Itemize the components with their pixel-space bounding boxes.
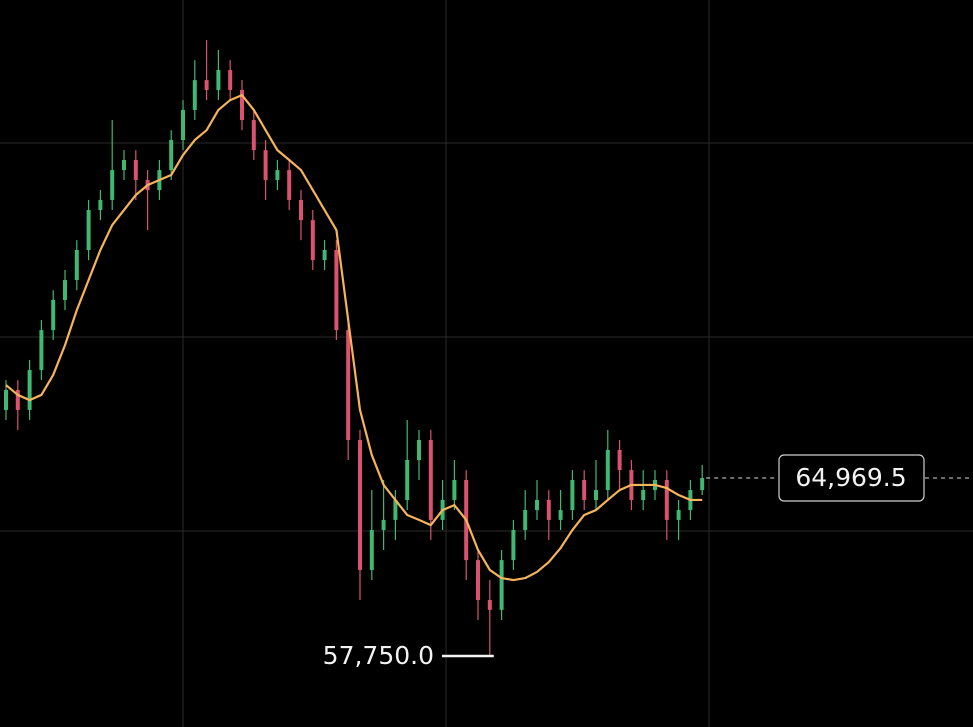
candle-body bbox=[98, 199, 103, 211]
candle-body bbox=[169, 140, 174, 171]
candle-body bbox=[27, 370, 32, 410]
candle-body bbox=[263, 150, 268, 180]
candle-body bbox=[15, 390, 20, 410]
candle-body bbox=[535, 499, 539, 511]
candle-body bbox=[605, 449, 610, 491]
candle-body bbox=[393, 499, 398, 520]
candle-body bbox=[63, 280, 67, 301]
candle-body bbox=[299, 199, 303, 221]
candle-body bbox=[251, 120, 256, 151]
candle-body bbox=[216, 70, 221, 90]
candle-body bbox=[192, 80, 197, 110]
candle-body bbox=[86, 210, 91, 250]
candle-body bbox=[287, 170, 292, 200]
candle-body bbox=[322, 249, 327, 261]
candle-body bbox=[4, 390, 8, 410]
candle-body bbox=[275, 170, 280, 180]
candle-body bbox=[240, 89, 244, 121]
candle-body bbox=[582, 479, 587, 500]
candle-body bbox=[110, 170, 115, 200]
candle-body bbox=[334, 249, 339, 331]
moving-average-line bbox=[5, 94, 703, 582]
candle-body bbox=[310, 220, 315, 261]
candle-body bbox=[617, 449, 622, 471]
candle-body bbox=[700, 478, 705, 491]
last-price-label: 64,969.5 bbox=[795, 463, 906, 492]
candle-body bbox=[594, 490, 598, 500]
candle-body bbox=[487, 600, 492, 610]
candle-body bbox=[570, 479, 575, 511]
candle-body bbox=[428, 440, 433, 520]
candle-body bbox=[74, 249, 79, 281]
low-marker-label: 57,750.0 bbox=[323, 641, 434, 670]
candle-body bbox=[546, 499, 551, 520]
candle-body bbox=[204, 80, 209, 90]
candle-body bbox=[499, 560, 504, 610]
candle-body bbox=[181, 109, 185, 141]
candle-body bbox=[676, 510, 681, 520]
candle-body bbox=[405, 460, 410, 500]
candle-body bbox=[369, 530, 374, 570]
candle-body bbox=[452, 479, 457, 500]
candle-body bbox=[51, 300, 56, 331]
candle-body bbox=[511, 530, 516, 561]
candle-body bbox=[476, 560, 480, 601]
candle-body bbox=[664, 479, 669, 520]
last-price-box bbox=[778, 454, 925, 502]
candle-body bbox=[122, 159, 126, 171]
candle-body bbox=[523, 510, 528, 531]
candle-body bbox=[358, 440, 362, 570]
candle-body bbox=[381, 519, 386, 531]
candle-body bbox=[228, 70, 233, 90]
candle-body bbox=[417, 440, 421, 461]
candle-body bbox=[133, 159, 138, 180]
candle-body bbox=[558, 510, 563, 520]
candle-body bbox=[39, 330, 44, 371]
candle-body bbox=[641, 490, 646, 500]
candle-body bbox=[346, 330, 351, 441]
